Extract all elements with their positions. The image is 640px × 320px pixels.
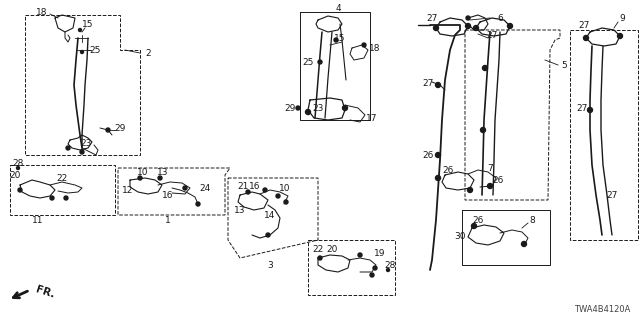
Circle shape — [435, 153, 440, 157]
Text: 10: 10 — [137, 167, 148, 177]
Text: 26: 26 — [472, 215, 484, 225]
Text: 22: 22 — [56, 173, 68, 182]
Text: 15: 15 — [83, 20, 93, 28]
Circle shape — [584, 36, 589, 41]
Circle shape — [138, 176, 142, 180]
Text: 27: 27 — [579, 20, 589, 29]
Text: 17: 17 — [366, 114, 378, 123]
Circle shape — [80, 150, 84, 154]
Circle shape — [158, 176, 162, 180]
Circle shape — [433, 26, 438, 30]
Text: 19: 19 — [374, 249, 386, 258]
Text: 16: 16 — [163, 190, 173, 199]
Text: 29: 29 — [115, 124, 125, 132]
Circle shape — [387, 268, 390, 271]
Text: 27: 27 — [422, 78, 434, 87]
Text: 1: 1 — [165, 215, 171, 225]
Circle shape — [66, 146, 70, 150]
Text: 22: 22 — [312, 244, 324, 253]
Circle shape — [305, 109, 310, 115]
Text: 26: 26 — [442, 165, 454, 174]
Text: 2: 2 — [145, 49, 151, 58]
Circle shape — [106, 128, 110, 132]
Text: 25: 25 — [90, 45, 100, 54]
Circle shape — [435, 83, 440, 87]
Text: 27: 27 — [426, 13, 438, 22]
Circle shape — [467, 188, 472, 193]
Text: 27: 27 — [576, 103, 588, 113]
Circle shape — [472, 223, 477, 228]
Circle shape — [358, 253, 362, 257]
Circle shape — [481, 127, 486, 132]
Circle shape — [284, 200, 288, 204]
Circle shape — [50, 196, 54, 200]
Text: 13: 13 — [157, 167, 169, 177]
Circle shape — [474, 26, 479, 30]
Circle shape — [466, 16, 470, 20]
Text: 30: 30 — [454, 231, 466, 241]
Text: 20: 20 — [326, 244, 338, 253]
Circle shape — [318, 60, 322, 64]
Circle shape — [588, 108, 593, 113]
Text: 9: 9 — [619, 13, 625, 22]
Circle shape — [318, 256, 322, 260]
Text: 23: 23 — [312, 103, 324, 113]
Circle shape — [342, 106, 348, 110]
Text: 15: 15 — [334, 34, 346, 43]
Circle shape — [196, 202, 200, 206]
Text: 7: 7 — [487, 164, 493, 172]
Circle shape — [18, 188, 22, 192]
Circle shape — [334, 38, 338, 42]
Text: 5: 5 — [561, 60, 567, 69]
Text: FR.: FR. — [34, 284, 56, 300]
Circle shape — [79, 28, 81, 31]
Text: 26: 26 — [492, 175, 504, 185]
Text: 28: 28 — [384, 260, 396, 269]
Text: 18: 18 — [369, 44, 381, 52]
Circle shape — [373, 266, 377, 270]
Circle shape — [263, 188, 267, 192]
Circle shape — [17, 166, 19, 170]
Text: 8: 8 — [529, 215, 535, 225]
Text: 23: 23 — [80, 139, 92, 148]
Circle shape — [618, 34, 623, 38]
Text: 13: 13 — [234, 205, 246, 214]
Text: 18: 18 — [36, 7, 48, 17]
Circle shape — [435, 175, 440, 180]
Text: 10: 10 — [279, 183, 291, 193]
Circle shape — [522, 242, 527, 246]
Circle shape — [370, 273, 374, 277]
Text: 21: 21 — [237, 181, 249, 190]
Circle shape — [465, 23, 470, 28]
Text: TWA4B4120A: TWA4B4120A — [573, 305, 630, 314]
Circle shape — [81, 51, 83, 53]
Text: 6: 6 — [497, 13, 503, 22]
Text: 12: 12 — [122, 186, 134, 195]
Text: 4: 4 — [335, 4, 341, 12]
Text: 27: 27 — [486, 30, 498, 39]
Text: 28: 28 — [12, 158, 24, 167]
Circle shape — [488, 183, 493, 188]
Circle shape — [266, 233, 270, 237]
Circle shape — [64, 196, 68, 200]
Text: 24: 24 — [200, 183, 211, 193]
Circle shape — [296, 106, 300, 110]
Text: 27: 27 — [606, 190, 618, 199]
Circle shape — [483, 66, 488, 70]
Text: 26: 26 — [422, 150, 434, 159]
Text: 11: 11 — [32, 215, 44, 225]
Text: 25: 25 — [302, 58, 314, 67]
Text: 16: 16 — [249, 181, 260, 190]
Circle shape — [246, 190, 250, 194]
Text: 14: 14 — [264, 211, 276, 220]
Text: 20: 20 — [10, 171, 20, 180]
Circle shape — [362, 43, 366, 47]
Circle shape — [183, 186, 187, 190]
Text: 3: 3 — [267, 260, 273, 269]
Text: 29: 29 — [284, 103, 296, 113]
Circle shape — [276, 194, 280, 198]
Circle shape — [508, 23, 513, 28]
